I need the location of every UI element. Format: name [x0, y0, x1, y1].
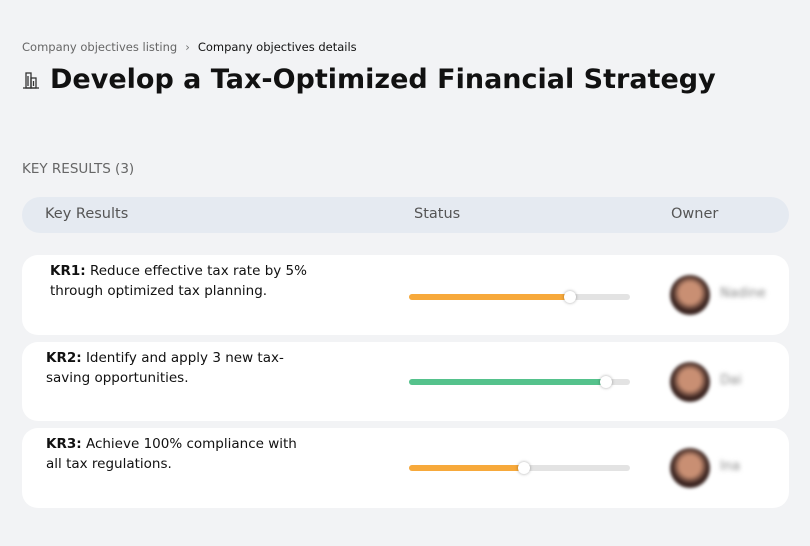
- owner-name: Ina: [720, 459, 741, 474]
- key-result-text: KR3: Achieve 100% compliance with all ta…: [46, 434, 316, 474]
- breadcrumb-separator: ›: [185, 40, 190, 54]
- owner-avatar: [670, 361, 710, 402]
- column-header: Owner: [671, 206, 719, 222]
- table-header: Key Results Status Owner: [22, 197, 789, 233]
- progress-knob: [517, 462, 530, 474]
- progress-fill: [409, 294, 571, 300]
- key-result-label: KR1:: [50, 263, 86, 279]
- page-title: Develop a Tax-Optimized Financial Strate…: [22, 64, 716, 95]
- key-result-description: Achieve 100% compliance with all tax reg…: [46, 436, 297, 472]
- key-result-row[interactable]: KR1: Reduce effective tax rate by 5% thr…: [22, 255, 789, 335]
- progress-fill: [409, 465, 524, 471]
- owner-avatar: [670, 448, 710, 488]
- breadcrumb: Company objectives listing › Company objec…: [22, 40, 357, 54]
- key-result-description: Identify and apply 3 new tax-saving oppo…: [46, 350, 284, 386]
- progress-track: [409, 462, 630, 474]
- section-title: KEY RESULTS (3): [22, 161, 135, 177]
- key-result-description: Reduce effective tax rate by 5% through …: [50, 263, 307, 299]
- key-result-row[interactable]: KR2: Identify and apply 3 new tax-saving…: [22, 342, 789, 421]
- title-text: Develop a Tax-Optimized Financial Strate…: [50, 64, 716, 95]
- building-icon: [23, 71, 39, 89]
- owner-name: Nadine: [720, 286, 766, 301]
- key-result-text: KR2: Identify and apply 3 new tax-saving…: [46, 348, 316, 388]
- column-header: Status: [414, 206, 461, 222]
- progress-knob: [599, 375, 612, 388]
- progress-track: [409, 291, 630, 303]
- key-result-text: KR1: Reduce effective tax rate by 5% thr…: [50, 261, 320, 301]
- progress-knob: [564, 291, 577, 303]
- progress-fill: [409, 378, 606, 385]
- breadcrumb-link[interactable]: Company objectives listing: [22, 40, 178, 54]
- progress-track: [409, 375, 630, 388]
- key-result-row[interactable]: KR3: Achieve 100% compliance with all ta…: [22, 428, 789, 508]
- owner-avatar: [670, 275, 710, 315]
- key-result-label: KR3:: [46, 436, 82, 452]
- breadcrumb-current: Company objectives details: [197, 40, 357, 54]
- column-header: Key Results: [45, 206, 129, 222]
- owner-name: Dai: [720, 372, 742, 388]
- key-result-label: KR2:: [46, 350, 82, 366]
